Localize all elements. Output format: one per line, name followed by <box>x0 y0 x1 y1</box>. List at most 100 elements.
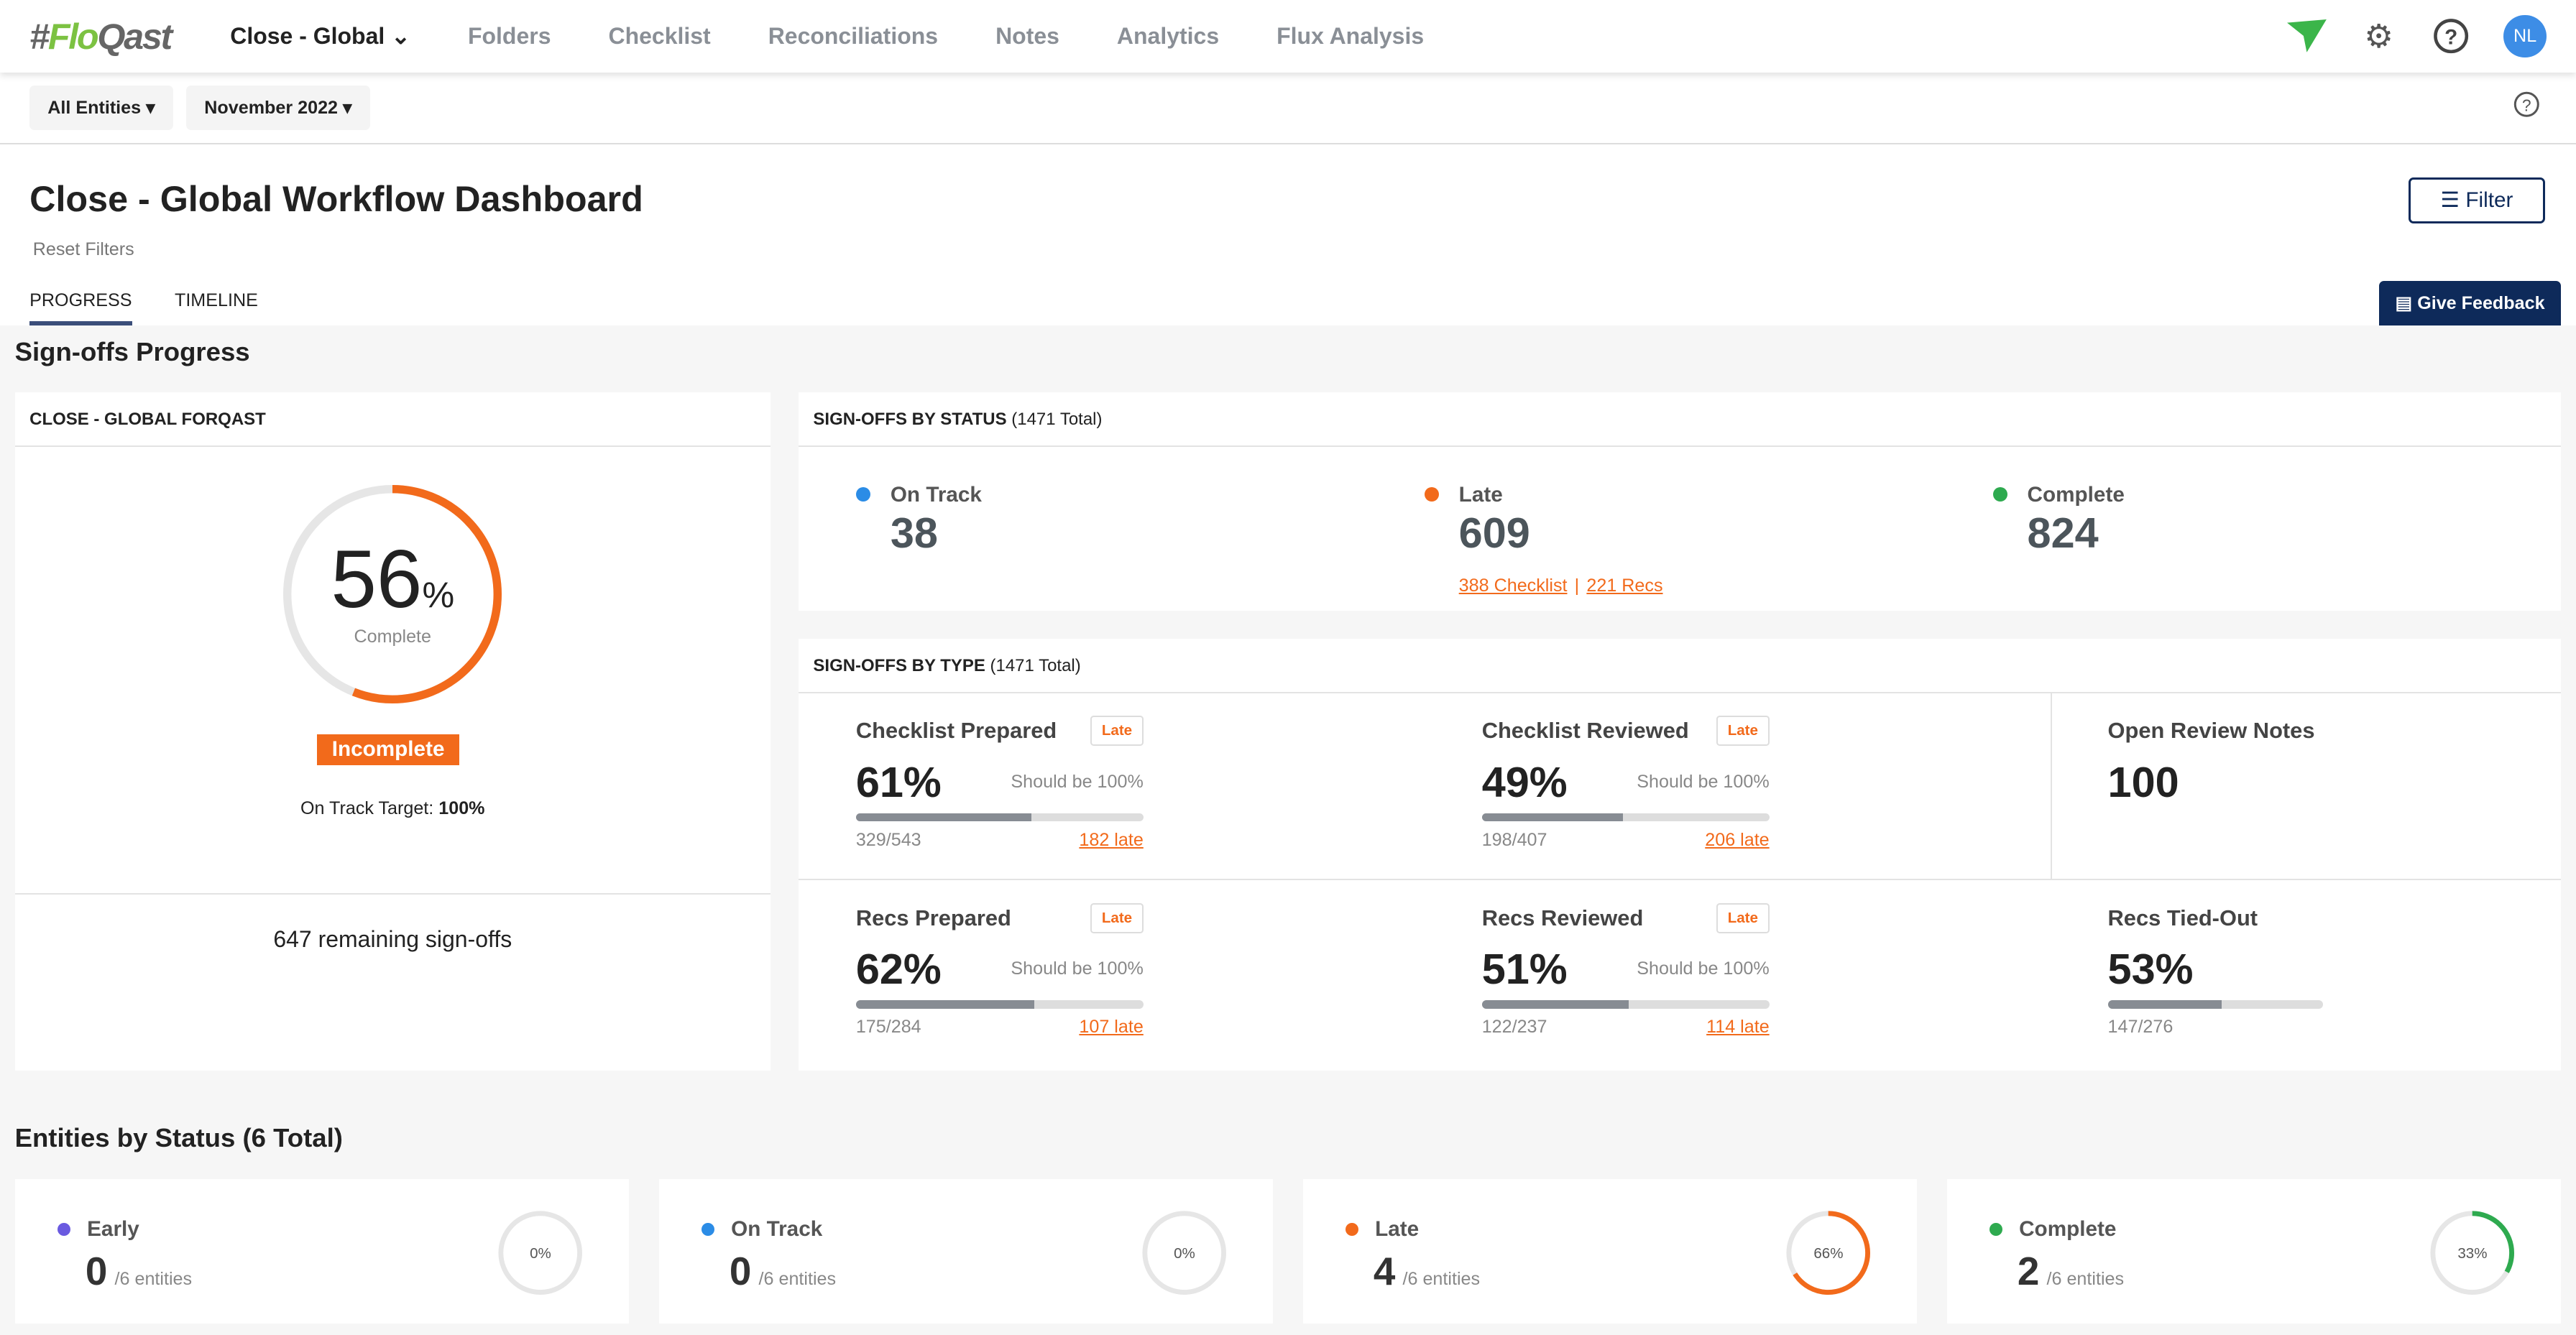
entity-status-label: Complete <box>2019 1216 2117 1241</box>
logo-part: Qast <box>97 15 172 57</box>
sliders-icon: ☰ <box>2440 188 2460 213</box>
nav-notes[interactable]: Notes <box>995 22 1059 49</box>
type-value: 100 <box>2107 757 2179 806</box>
late-recs-link[interactable]: 221 Recs <box>1586 575 1663 596</box>
type-percent: 51% <box>1481 945 1568 994</box>
entity-status-card[interactable]: Late 4 /6 entities 66% <box>1302 1179 1918 1324</box>
type-percent: 49% <box>1481 757 1568 806</box>
status-dot-icon <box>1345 1222 1359 1236</box>
logo-part: Flo <box>47 15 99 57</box>
type-item: Recs Prepared Late 62% Should be 100% 175/2… <box>855 902 1144 1038</box>
late-link[interactable]: 206 late <box>1705 829 1770 850</box>
gear-icon[interactable]: ⚙ <box>2364 17 2394 55</box>
nav-analytics[interactable]: Analytics <box>1116 22 1220 49</box>
type-fraction: 329/543 <box>855 829 921 850</box>
type-item: Recs Tied-Out 53% 147/276 <box>2107 902 2396 1038</box>
should-be-text: Should be 100% <box>1637 771 1770 792</box>
section-title: Sign-offs Progress <box>14 336 250 366</box>
late-link[interactable]: 107 late <box>1079 1017 1144 1038</box>
status-dot-icon <box>855 486 871 502</box>
page-title: Close - Global Workflow Dashboard <box>29 177 643 219</box>
give-feedback-button[interactable]: ▤ Give Feedback <box>2378 280 2562 325</box>
entity-suffix: /6 entities <box>1402 1269 1481 1290</box>
late-checklist-link[interactable]: 388 Checklist <box>1458 575 1568 596</box>
target-label: On Track Target: <box>300 798 434 818</box>
entity-ring <box>2430 1211 2515 1295</box>
type-fraction: 122/237 <box>1481 1017 1547 1038</box>
help-icon[interactable]: ? <box>2513 91 2540 124</box>
status-label: Late <box>1458 483 1503 507</box>
tab-progress[interactable]: PROGRESS <box>29 290 132 325</box>
remaining-signoffs: 647 remaining sign-offs <box>273 926 512 953</box>
nav-flux-analysis[interactable]: Flux Analysis <box>1276 22 1425 49</box>
help-icon[interactable]: ? <box>2432 17 2471 56</box>
late-badge: Late <box>1090 716 1144 746</box>
type-name: Recs Tied-Out <box>2107 905 2258 930</box>
type-percent: 53% <box>2107 945 2194 994</box>
entity-suffix: /6 entities <box>2046 1269 2125 1290</box>
entity-percent: 0% <box>530 1244 551 1262</box>
late-link[interactable]: 182 late <box>1079 829 1144 850</box>
nav-reconciliations[interactable]: Reconciliations <box>768 22 939 49</box>
percent-sign: % <box>422 573 455 615</box>
entity-ring <box>1142 1211 1227 1295</box>
type-name: Recs Reviewed <box>1481 905 1644 930</box>
entity-count: 0 <box>729 1249 752 1294</box>
reset-filters-link[interactable]: Reset Filters <box>32 239 134 260</box>
type-item: Open Review Notes 100 <box>2108 714 2396 806</box>
filter-label: Filter <box>2465 188 2513 213</box>
type-fraction: 198/407 <box>1481 829 1547 850</box>
floqast-logo[interactable]: #FloQast <box>29 15 172 57</box>
period-dropdown[interactable]: November 2022 ▾ <box>186 85 370 130</box>
entity-status-card[interactable]: Early 0 /6 entities 0% <box>14 1179 630 1324</box>
nav-checklist[interactable]: Checklist <box>608 22 711 49</box>
progress-bar <box>2107 1000 2323 1009</box>
entity-suffix: /6 entities <box>758 1269 837 1290</box>
entity-status-card[interactable]: Complete 2 /6 entities 33% <box>1946 1179 2562 1324</box>
progress-bar <box>855 813 1144 822</box>
progress-bar <box>855 1000 1144 1009</box>
period-label: November 2022 <box>204 97 339 118</box>
late-badge: Late <box>1716 716 1770 746</box>
entity-suffix: /6 entities <box>114 1269 193 1290</box>
entity-ring <box>498 1211 583 1295</box>
entity-status-card[interactable]: On Track 0 /6 entities 0% <box>658 1179 1274 1324</box>
target-value: 100% <box>438 798 485 818</box>
entity-status-label: On Track <box>731 1216 823 1241</box>
type-name: Checklist Reviewed <box>1481 718 1689 744</box>
type-fraction: 175/284 <box>855 1017 921 1038</box>
workflow-selector[interactable]: Close - Global ⌄ <box>230 22 410 50</box>
card-title: SIGN-OFFS BY STATUS <box>813 410 1007 430</box>
nav-folders[interactable]: Folders <box>467 22 551 49</box>
card-total: (1471 Total) <box>990 656 1081 676</box>
type-fraction: 147/276 <box>2107 1017 2174 1038</box>
should-be-text: Should be 100% <box>1637 958 1770 979</box>
tab-timeline[interactable]: TIMELINE <box>174 290 258 310</box>
filter-button[interactable]: ☰ Filter <box>2409 177 2545 223</box>
late-link[interactable]: 114 late <box>1706 1017 1770 1038</box>
percent-value: 56 <box>331 533 423 625</box>
status-label: Complete <box>2027 483 2125 507</box>
type-card: SIGN-OFFS BY TYPE (1471 Total) Checklist… <box>798 639 2562 1071</box>
chat-icon: ▤ <box>2395 292 2413 313</box>
card-title: CLOSE - GLOBAL FORQAST <box>14 392 770 447</box>
card-title: SIGN-OFFS BY TYPE <box>813 656 985 676</box>
entity-percent: 66% <box>1813 1244 1844 1262</box>
entities-dropdown[interactable]: All Entities ▾ <box>29 85 173 130</box>
send-flag-icon[interactable] <box>2286 17 2327 56</box>
separator: | <box>1574 575 1580 596</box>
progress-ring <box>283 485 502 704</box>
status-dot-icon <box>1992 486 2008 502</box>
status-item: Late 609 388 Checklist | 221 Recs <box>1424 478 1663 598</box>
status-dot-icon <box>57 1222 71 1236</box>
avatar[interactable]: NL <box>2503 14 2547 57</box>
progress-bar <box>1481 813 1770 822</box>
status-badge: Incomplete <box>317 734 460 765</box>
progress-card: CLOSE - GLOBAL FORQAST 56% Complete Inco… <box>14 392 770 1071</box>
card-total: (1471 Total) <box>1011 410 1103 430</box>
entities-title: Entities by Status (6 Total) <box>14 1123 343 1153</box>
status-value: 824 <box>2027 509 2099 558</box>
status-value: 609 <box>1458 509 1530 558</box>
entity-status-label: Late <box>1375 1216 1420 1241</box>
type-name: Recs Prepared <box>855 905 1011 930</box>
